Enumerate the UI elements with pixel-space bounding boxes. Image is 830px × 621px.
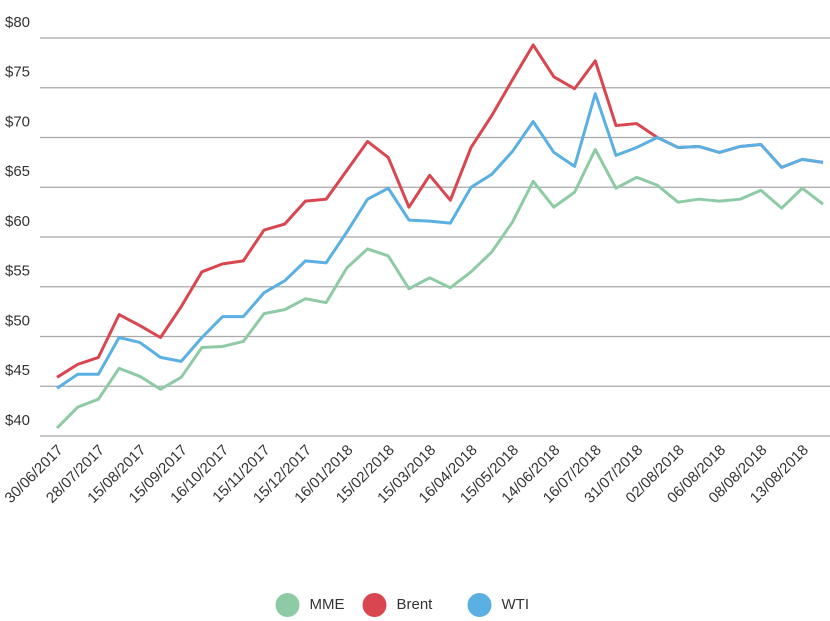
y-tick-label: $55	[5, 263, 30, 280]
series-line	[56, 92, 824, 390]
legend-label: Brent	[397, 596, 434, 613]
y-tick-label: $80	[5, 14, 30, 31]
y-tick-label: $75	[5, 64, 30, 81]
legend: MME Brent WTI	[275, 593, 530, 617]
legend-marker	[362, 593, 387, 617]
legend-label: WTI	[502, 596, 530, 613]
legend-label: MME	[310, 596, 345, 613]
y-tick-label: $40	[5, 412, 30, 429]
legend-marker	[467, 593, 492, 617]
legend-marker	[275, 593, 300, 617]
y-tick-label: $70	[5, 113, 30, 130]
y-tick-label: $60	[5, 213, 30, 230]
y-tick-label: $50	[5, 312, 30, 329]
y-tick-label: $45	[5, 362, 30, 379]
y-tick-label: $65	[5, 163, 30, 180]
series-line	[55, 147, 824, 430]
series-line	[56, 43, 824, 379]
